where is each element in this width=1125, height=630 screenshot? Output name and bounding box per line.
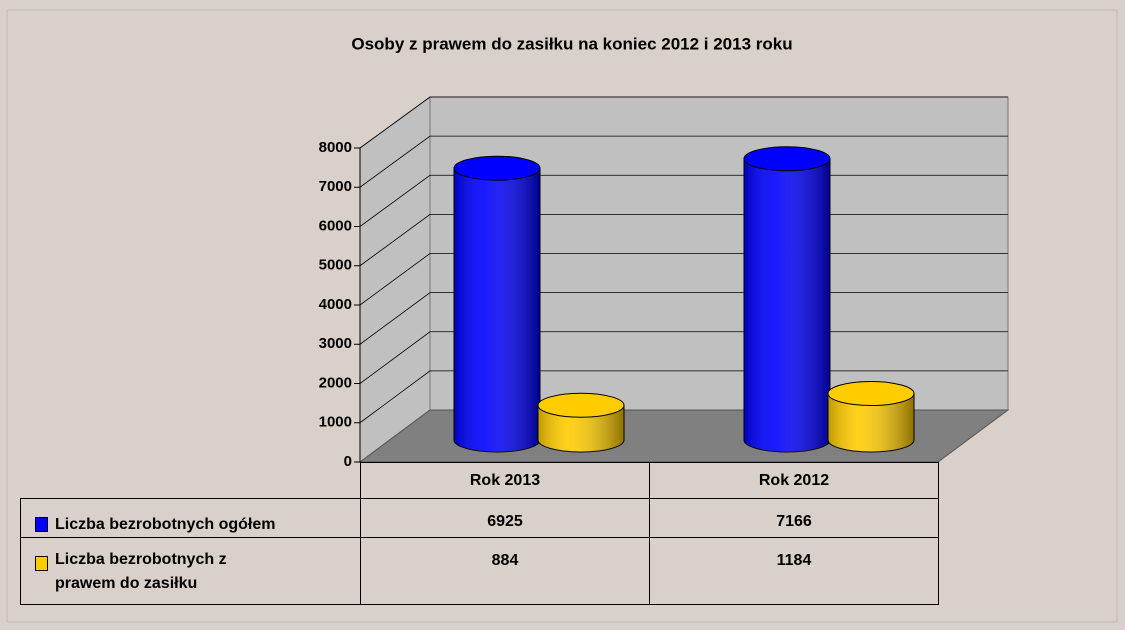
cylinder-shade [744, 158, 830, 452]
chart-title: Osoby z prawem do zasiłku na koniec 2012… [351, 34, 792, 53]
y-tick-label: 3000 [319, 335, 352, 352]
cylinder-top [743, 146, 831, 172]
cylinder-top [827, 381, 915, 407]
legend-label: Liczba bezrobotnych z prawem do zasiłku [55, 551, 227, 592]
table-cell: Rok 2012 [649, 462, 939, 499]
y-tick-label: 7000 [319, 178, 352, 195]
cylinder-shade [538, 405, 624, 452]
grid-line [359, 96, 1008, 149]
table-cell: 7166 [649, 498, 939, 538]
cylinder-top [453, 155, 541, 181]
table-cell: Rok 2013 [360, 462, 650, 499]
y-tick-label: 0 [344, 453, 352, 470]
table-cell: Liczba bezrobotnych z prawem do zasiłku [20, 537, 361, 605]
y-tick-label: 4000 [319, 296, 352, 313]
table-cell: 884 [360, 537, 650, 605]
grid-line [359, 135, 1008, 188]
y-tick-label: 6000 [319, 217, 352, 234]
table-cell: Liczba bezrobotnych ogółem [20, 498, 361, 538]
y-tick-label: 1000 [319, 414, 352, 431]
legend-swatch [35, 556, 48, 571]
cylinder-top [537, 392, 625, 418]
cylinder-shade [454, 168, 540, 452]
legend-swatch [35, 517, 48, 532]
legend-label: Liczba bezrobotnych ogółem [55, 516, 276, 533]
y-tick-label: 5000 [319, 257, 352, 274]
table-cell: 6925 [360, 498, 650, 538]
y-tick-label: 8000 [319, 139, 352, 156]
cylinder-shade [828, 393, 914, 452]
y-tick-label: 2000 [319, 374, 352, 391]
table-cell: 1184 [649, 537, 939, 605]
